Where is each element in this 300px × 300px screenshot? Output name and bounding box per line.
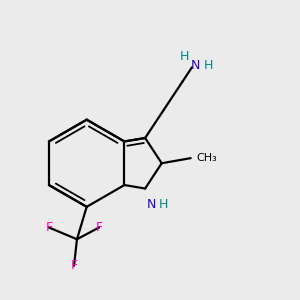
Text: F: F [70, 259, 78, 272]
Text: CH₃: CH₃ [196, 153, 217, 163]
Text: H: H [180, 50, 189, 63]
Text: F: F [95, 221, 103, 234]
Text: H: H [159, 198, 168, 211]
Text: N: N [146, 198, 156, 211]
Text: F: F [45, 221, 52, 234]
Text: N: N [191, 58, 200, 72]
Text: H: H [203, 58, 213, 72]
